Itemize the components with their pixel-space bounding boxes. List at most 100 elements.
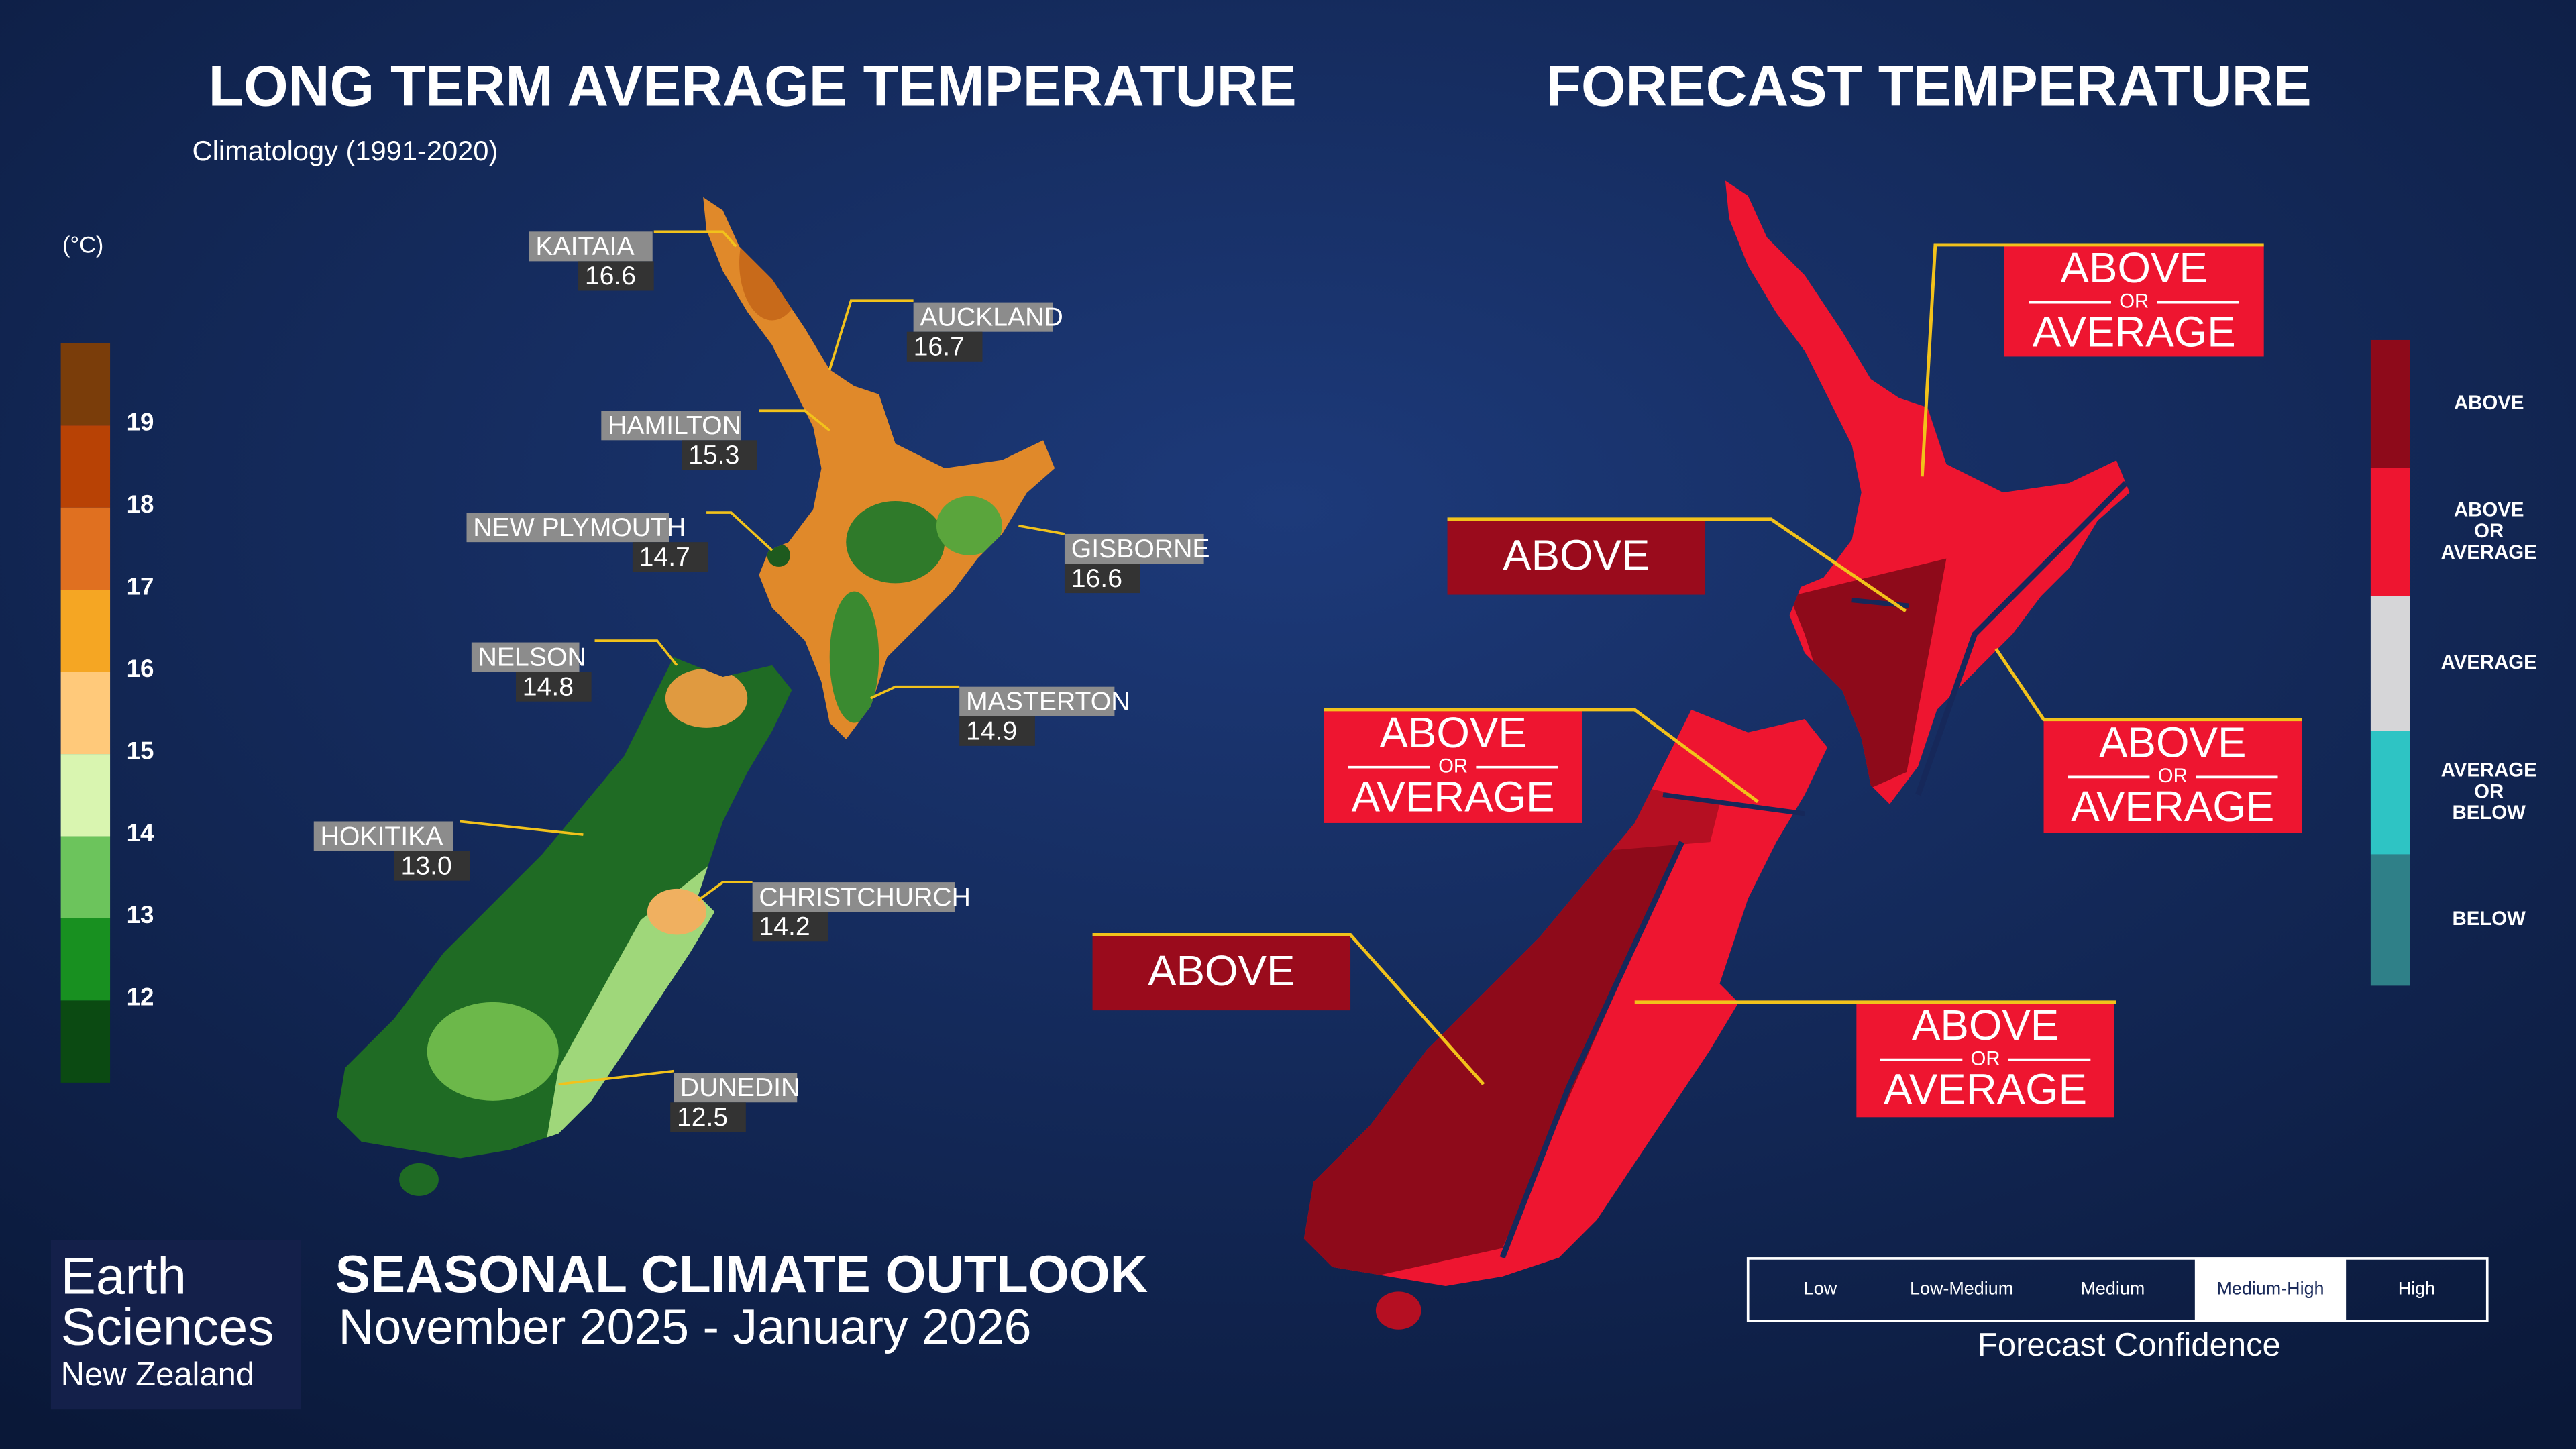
- region-label: ABOVE: [2099, 719, 2246, 767]
- legend-tick-label: 12: [127, 983, 154, 1011]
- station-value: 12.5: [677, 1103, 728, 1132]
- region-label: AVERAGE: [2033, 308, 2236, 356]
- logo-box: [50, 1240, 301, 1410]
- leader-line: [1994, 647, 2302, 722]
- confidence-box: [1746, 1257, 2489, 1322]
- station-label-box: [466, 513, 669, 543]
- leader-line: [1447, 517, 1907, 613]
- legend-label: OR: [2474, 780, 2504, 802]
- confidence-level: Low: [1804, 1279, 1837, 1299]
- legend-tick-label: 19: [127, 409, 154, 436]
- legend-tick-label: 14: [127, 819, 154, 847]
- region-border: [1915, 481, 2128, 796]
- station-label-box: [529, 231, 653, 262]
- terrain: [767, 543, 790, 567]
- station-value-box: [394, 851, 470, 881]
- legend-swatch: [2370, 468, 2410, 596]
- region-label: ABOVE: [1148, 947, 1295, 995]
- station-value: 14.8: [523, 672, 574, 701]
- station-label-box: [959, 686, 1115, 716]
- station-name: KAITAIA: [535, 232, 635, 261]
- leader-line: [697, 881, 753, 902]
- station-name: MASTERTON: [966, 688, 1130, 716]
- leader-line: [1018, 524, 1065, 535]
- legend-swatch: [60, 754, 111, 837]
- station-value: 16.6: [585, 262, 636, 290]
- station-name: HOKITIKA: [321, 822, 444, 851]
- station-value: 14.7: [639, 543, 690, 572]
- leader-line: [870, 685, 960, 700]
- legend-swatch: [60, 590, 111, 672]
- station-value-box: [632, 542, 708, 572]
- region-shading: [1789, 558, 1947, 795]
- station-label-box: [313, 821, 453, 851]
- station-label-box: [752, 882, 955, 912]
- leader-line: [828, 299, 914, 370]
- legend-label: BELOW: [2453, 802, 2526, 824]
- station-value: 14.2: [759, 912, 810, 941]
- legend-label: AVERAGE: [2441, 541, 2537, 564]
- footer-title: SEASONAL CLIMATE OUTLOOK: [335, 1244, 1148, 1303]
- confidence-level: High: [2398, 1279, 2435, 1299]
- terrain: [829, 591, 879, 723]
- legend-swatch: [2370, 854, 2410, 986]
- confidence-level: Medium-High: [2216, 1279, 2324, 1299]
- station-name: NEW PLYMOUTH: [473, 513, 686, 542]
- region-label-box: [2004, 244, 2264, 357]
- region-label-small: OR: [2158, 765, 2188, 787]
- footer-period: November 2025 - January 2026: [338, 1299, 1031, 1354]
- legend-swatch: [60, 343, 111, 426]
- station-name: NELSON: [478, 643, 586, 672]
- region-label: ABOVE: [1912, 1002, 2059, 1049]
- region-label: AVERAGE: [2071, 783, 2274, 830]
- station-value-box: [906, 331, 983, 362]
- stewart-island: [1375, 1291, 1421, 1330]
- legend-label: AVERAGE: [2441, 651, 2537, 674]
- legend-swatch: [60, 1000, 111, 1083]
- region-label: AVERAGE: [1884, 1065, 2087, 1113]
- legend-unit: (°C): [62, 232, 103, 258]
- region-border: [1662, 792, 1805, 816]
- legend-swatch: [2370, 731, 2410, 855]
- leader-line: [1920, 243, 2264, 477]
- legend-swatch: [60, 918, 111, 1001]
- station-value-box: [959, 716, 1035, 746]
- terrain: [665, 668, 748, 728]
- legend-label: ABOVE: [2454, 392, 2524, 414]
- confidence-label: Forecast Confidence: [1978, 1327, 2281, 1363]
- station-value-box: [578, 261, 654, 291]
- logo-text: Earth: [61, 1246, 186, 1305]
- title: LONG TERM AVERAGE TEMPERATURE: [209, 54, 1297, 118]
- legend-swatch: [2370, 596, 2410, 731]
- stewart-island: [399, 1163, 439, 1196]
- legend-swatch: [60, 425, 111, 508]
- station-value: 15.3: [688, 441, 739, 470]
- station-value: 14.9: [966, 717, 1017, 746]
- leader-line: [1092, 933, 1485, 1085]
- station-value: 16.7: [914, 333, 965, 362]
- region-label-small: OR: [1971, 1047, 2000, 1069]
- leader-line: [594, 639, 678, 666]
- terrain: [427, 1002, 559, 1101]
- leader-line: [460, 820, 584, 836]
- station-label-box: [913, 302, 1053, 332]
- leader-line: [759, 409, 830, 432]
- legend-tick-label: 16: [127, 655, 154, 682]
- north-island: [703, 197, 1055, 740]
- leader-line: [653, 230, 737, 248]
- station-label-box: [471, 642, 580, 672]
- region-label: ABOVE: [1379, 709, 1526, 757]
- legend-tick-label: 17: [127, 572, 154, 600]
- confidence-level: Medium: [2081, 1279, 2145, 1299]
- leader-line: [1324, 708, 1759, 804]
- station-value-box: [1064, 564, 1140, 594]
- title: FORECAST TEMPERATURE: [1546, 54, 2312, 118]
- station-value-box: [682, 440, 757, 470]
- region-label-box: [1447, 519, 1706, 595]
- station-name: DUNEDIN: [680, 1073, 800, 1102]
- station-value-box: [752, 912, 828, 942]
- legend-label: ABOVE: [2454, 498, 2524, 521]
- logo-text: Sciences: [61, 1297, 274, 1356]
- station-name: GISBORNE: [1071, 535, 1210, 564]
